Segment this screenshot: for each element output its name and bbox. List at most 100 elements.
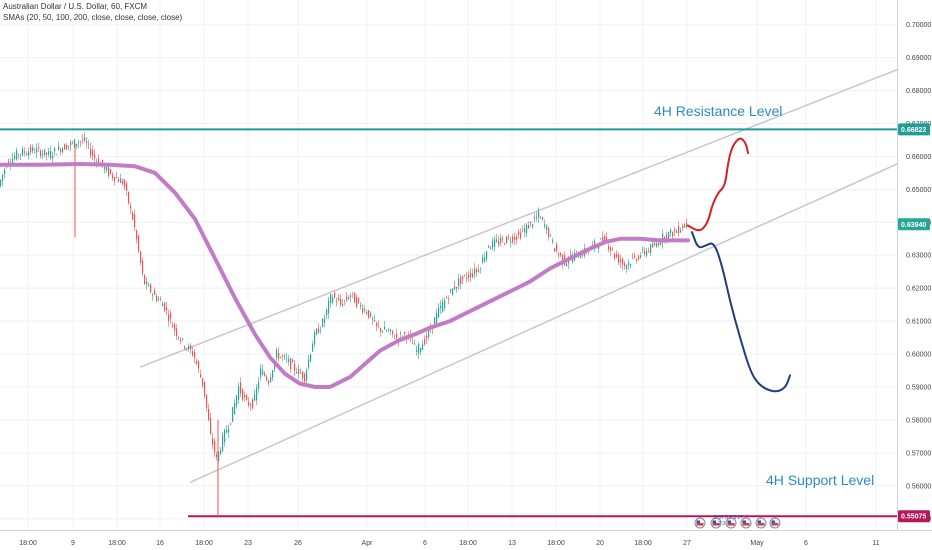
candle-body (502, 238, 504, 240)
event-flag-icon[interactable] (694, 517, 706, 529)
candle-body (382, 331, 384, 332)
event-flag-icon[interactable] (740, 517, 752, 529)
candle (198, 360, 200, 374)
candle (126, 180, 128, 197)
candle-body (6, 166, 8, 168)
channel-line-lower[interactable] (189, 148, 932, 484)
candle (42, 149, 44, 160)
candle (60, 147, 62, 156)
candle (164, 302, 166, 313)
candle-body (4, 169, 6, 174)
candle-body (26, 153, 28, 156)
candle-body (440, 305, 442, 309)
candle-body (478, 269, 480, 272)
price-axis[interactable]: 0.700000.690000.680000.670000.660000.650… (897, 0, 932, 550)
candle-body (330, 294, 332, 304)
event-flag-icon[interactable] (755, 517, 767, 529)
candle-body (56, 154, 58, 156)
candle (332, 293, 334, 305)
sma-line[interactable] (0, 162, 690, 389)
candle (512, 233, 514, 245)
candle (472, 268, 474, 279)
candle (22, 145, 24, 157)
candle (552, 237, 554, 245)
candle-body (312, 344, 314, 352)
candle (600, 238, 602, 240)
chart-title: Australian Dollar / U.S. Dollar, 60, FXC… (3, 2, 148, 11)
candle-body (2, 174, 4, 181)
candle-body (294, 363, 296, 371)
channel-line-upper[interactable] (139, 56, 932, 368)
plot-area[interactable] (0, 56, 932, 518)
candle-body (248, 401, 250, 406)
candle (422, 340, 424, 351)
price-tag-last: 0.63940 (898, 218, 930, 231)
candle (494, 235, 496, 252)
candle-body (466, 277, 468, 279)
candle-body (118, 179, 120, 183)
event-flag-icon-canton (757, 520, 761, 523)
candle (276, 347, 278, 361)
candle-body (160, 298, 162, 301)
candle-body (76, 144, 78, 146)
candle (416, 345, 418, 356)
event-flag-icon-stripe (712, 523, 720, 526)
candle (138, 233, 140, 253)
candle (310, 353, 312, 363)
bearish-projection-path[interactable] (691, 231, 791, 393)
candle-body (578, 256, 580, 258)
candle-body (512, 236, 514, 243)
candle-body (634, 255, 636, 258)
candle (132, 210, 134, 221)
candle-body (104, 167, 106, 170)
candle-body (442, 302, 444, 312)
candle-body (258, 381, 260, 389)
sma-legend: SMAs (20, 50, 100, 200, close, close, cl… (3, 13, 183, 22)
event-icons[interactable]: 5 3? 5 7 5 2?1 2 3 (694, 515, 781, 529)
candle-body (656, 243, 658, 247)
event-flag-icon[interactable] (769, 517, 781, 529)
candle (128, 191, 130, 205)
candle-body (282, 355, 284, 357)
candle-body (486, 251, 488, 260)
candle-body (606, 237, 608, 242)
candle-body (516, 236, 518, 240)
bullish-projection-path[interactable] (687, 137, 749, 232)
event-flag-icon-canton (712, 520, 716, 523)
candle (136, 229, 138, 244)
event-flag-icon[interactable] (710, 517, 722, 529)
candle-body (368, 310, 370, 318)
candle (18, 153, 20, 160)
candle-body (306, 370, 308, 381)
candle (88, 139, 90, 150)
candle-body (510, 241, 512, 243)
time-tick-label: 26 (294, 540, 302, 547)
candle (510, 236, 512, 248)
event-flag-icon[interactable] (725, 517, 737, 529)
candle (14, 151, 16, 161)
candle-body (170, 312, 172, 319)
candle (152, 292, 154, 301)
candle (62, 147, 64, 154)
candle-body (84, 137, 86, 141)
candle (2, 174, 4, 187)
price-tick-label: 0.56000 (906, 483, 931, 490)
candle-body (36, 148, 38, 153)
candle (168, 309, 170, 327)
candle (144, 274, 146, 285)
candle-body (198, 361, 200, 369)
price-tick-label: 0.65000 (906, 187, 931, 194)
candle (466, 272, 468, 283)
candle-body (600, 238, 602, 240)
time-axis[interactable]: 18:00 9 18:00 16 18:00 23 26 Apr 6 18:00 13 18:00 20… (0, 530, 932, 550)
candle-body (194, 351, 196, 358)
candle (244, 391, 246, 402)
candle-body (338, 297, 340, 301)
candle-body (660, 242, 662, 245)
price-tick-label: 0.58000 (906, 417, 931, 424)
candle (120, 173, 122, 184)
candle-body (38, 146, 40, 149)
candle-body (34, 152, 36, 153)
candle (544, 219, 546, 229)
